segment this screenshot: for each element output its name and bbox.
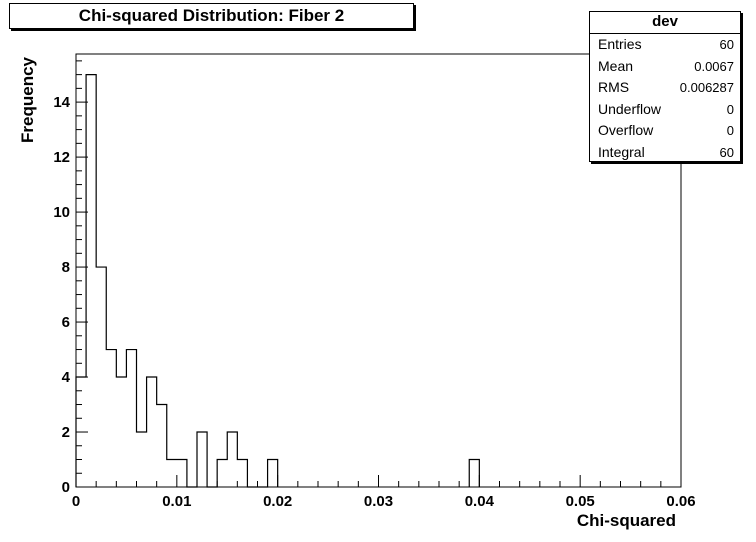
y-tick-label: 4	[62, 369, 71, 386]
y-tick-label: 14	[53, 94, 70, 111]
y-tick-label: 8	[62, 259, 70, 276]
stat-value: 0.006287	[679, 80, 734, 95]
x-axis-title: Chi-squared	[577, 511, 676, 530]
chart-title: Chi-squared Distribution: Fiber 2	[9, 3, 414, 29]
stat-value: 60	[719, 37, 734, 52]
stat-name: RMS	[598, 79, 630, 95]
axis-ticks	[75, 60, 682, 488]
y-tick-label: 10	[53, 204, 70, 221]
stat-name: Overflow	[598, 122, 654, 138]
stat-value: 60	[719, 144, 734, 160]
stats-box: dev Entries 60 Mean 0.0067 RMS 0.006287 …	[589, 11, 741, 162]
stat-value: 0	[726, 123, 734, 138]
x-tick-label: 0.01	[162, 493, 191, 510]
x-tick-label: 0.02	[263, 493, 292, 510]
stat-value: 0	[726, 101, 734, 117]
stats-row-overflow: Overflow 0	[590, 120, 740, 142]
x-tick-label: 0	[72, 493, 80, 510]
stat-value: 0.0067	[694, 58, 734, 74]
stat-name: Integral	[598, 143, 645, 160]
stats-row-rms: RMS 0.006287	[590, 77, 740, 99]
stats-title: dev	[590, 12, 740, 34]
stat-name: Entries	[598, 36, 642, 52]
stats-row-entries: Entries 60	[590, 34, 740, 56]
stats-row-integral: Integral 60	[590, 142, 740, 164]
x-tick-label: 0.05	[566, 493, 595, 510]
stats-row-underflow: Underflow 0	[590, 99, 740, 121]
x-tick-label: 0.03	[364, 493, 393, 510]
histogram-outline	[75, 74, 480, 488]
y-tick-label: 6	[62, 314, 70, 331]
y-tick-label: 2	[62, 424, 70, 441]
y-tick-label: 0	[62, 479, 70, 496]
stat-name: Underflow	[598, 100, 662, 117]
stat-name: Mean	[598, 57, 634, 74]
stats-row-mean: Mean 0.0067	[590, 56, 740, 78]
y-tick-label: 12	[53, 149, 70, 166]
axis-tick-labels: 0 0.01 0.02 0.03 0.04 0.05 0.06 0 2 4 6 8 10 12 14	[53, 94, 695, 510]
x-tick-label: 0.04	[465, 493, 495, 510]
x-tick-label: 0.06	[666, 493, 695, 510]
y-axis-title: Frequency	[18, 56, 37, 143]
